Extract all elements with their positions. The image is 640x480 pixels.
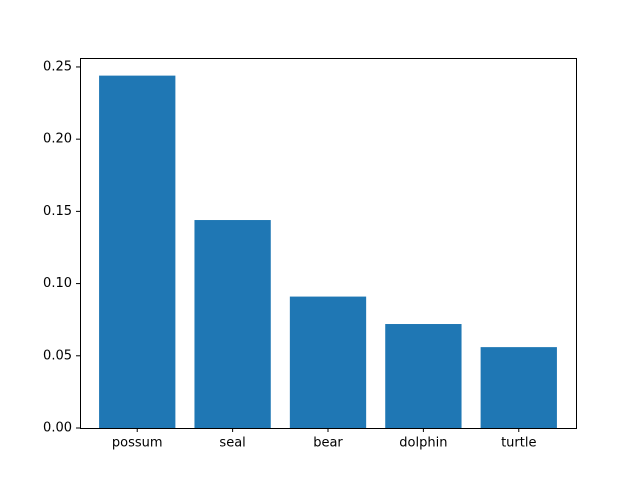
bar-dolphin [385,324,462,428]
x-tick-label-bear: bear [313,436,343,451]
x-tick-label-turtle: turtle [501,436,536,451]
y-tick-label: 0.00 [43,421,72,436]
y-tick-label: 0.25 [43,59,72,74]
y-tick-label: 0.15 [43,204,72,219]
y-axis-ticks: 0.00 0.05 0.10 0.15 0.20 0.25 [43,59,80,436]
x-axis-ticks: possum seal bear dolphin turtle [112,428,536,451]
x-tick-label-dolphin: dolphin [399,436,447,451]
bars-layer [99,75,557,428]
bar-turtle [480,347,557,428]
y-tick-label: 0.20 [43,132,72,147]
x-tick-label-seal: seal [219,436,245,451]
bar-possum [99,75,176,428]
x-tick-label-possum: possum [112,436,163,451]
plot-frame [80,58,577,429]
y-tick-label: 0.10 [43,276,72,291]
bar-seal [194,220,271,428]
bar-bear [289,296,367,428]
y-tick-label: 0.05 [43,348,72,363]
